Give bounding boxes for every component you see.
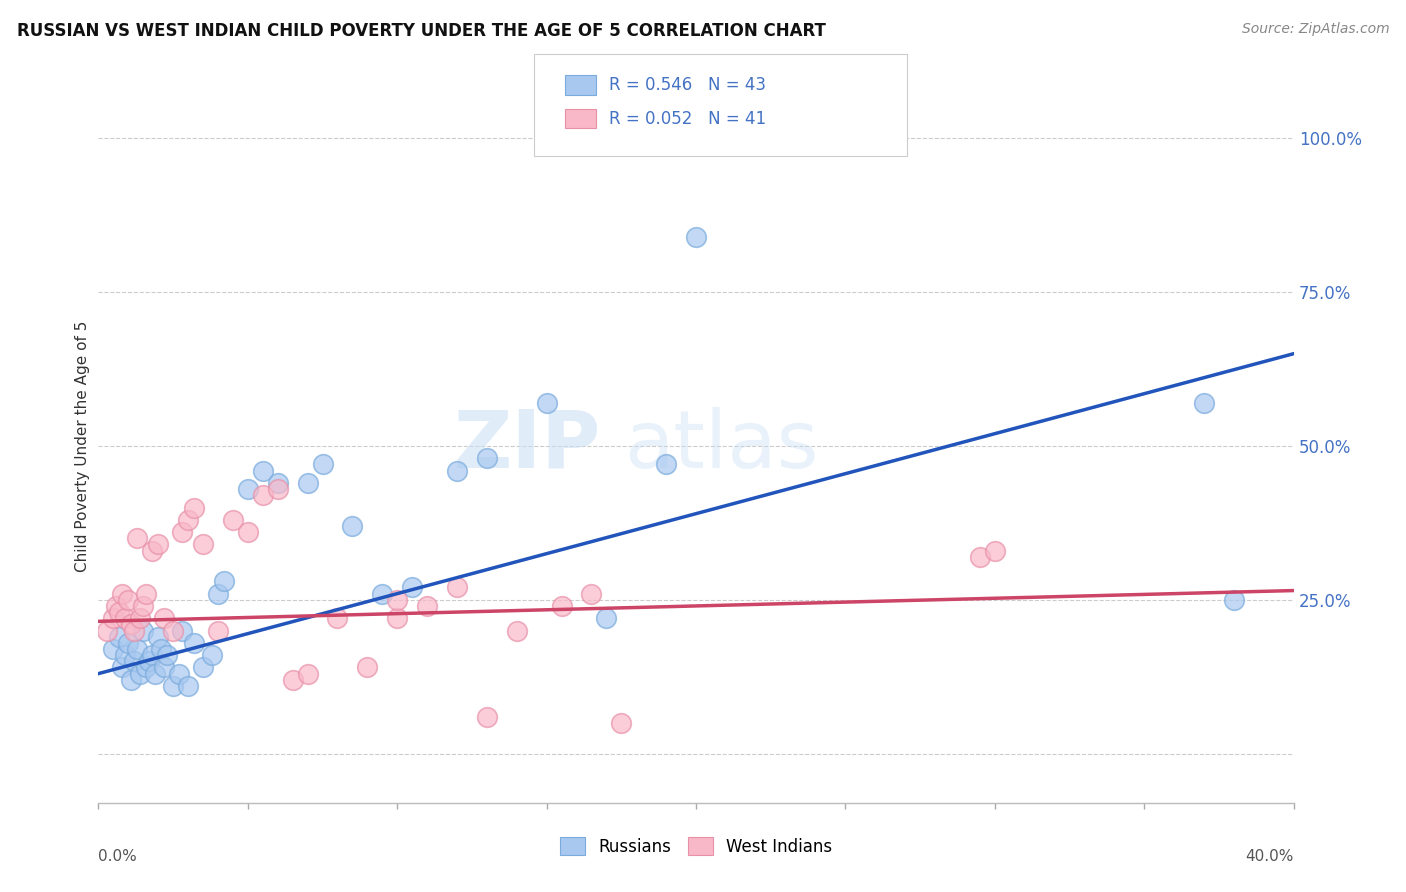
Point: [153, 660, 176, 674]
Point: [475, 709, 498, 723]
Point: [595, 611, 617, 625]
Point: [207, 587, 229, 601]
Point: [581, 587, 603, 601]
Point: [536, 396, 558, 410]
Point: [108, 605, 131, 619]
Point: [172, 624, 194, 638]
Y-axis label: Child Poverty Under the Age of 5: Child Poverty Under the Age of 5: [75, 320, 90, 572]
Point: [177, 513, 200, 527]
Point: [103, 642, 125, 657]
Point: [132, 624, 155, 638]
Point: [143, 666, 166, 681]
Text: R = 0.546   N = 43: R = 0.546 N = 43: [609, 76, 766, 94]
Point: [236, 525, 259, 540]
Point: [281, 673, 304, 687]
Point: [222, 513, 245, 527]
Text: 40.0%: 40.0%: [1246, 849, 1294, 864]
Text: R = 0.052   N = 41: R = 0.052 N = 41: [609, 110, 766, 128]
Point: [191, 537, 214, 551]
Point: [150, 642, 173, 657]
Point: [172, 525, 194, 540]
Legend: Russians, West Indians: Russians, West Indians: [553, 830, 839, 863]
Point: [120, 617, 142, 632]
Point: [96, 624, 118, 638]
Point: [446, 464, 468, 478]
Point: [1192, 396, 1215, 410]
Point: [969, 549, 991, 564]
Point: [207, 624, 229, 638]
Point: [252, 488, 274, 502]
Point: [311, 458, 333, 472]
Point: [984, 543, 1007, 558]
Point: [124, 654, 146, 668]
Point: [148, 630, 170, 644]
Point: [297, 475, 319, 490]
Point: [342, 519, 364, 533]
Point: [267, 475, 290, 490]
Text: 0.0%: 0.0%: [98, 849, 138, 864]
Point: [162, 679, 184, 693]
Point: [117, 592, 139, 607]
Point: [111, 660, 134, 674]
Point: [326, 611, 349, 625]
Point: [156, 648, 179, 662]
Point: [183, 500, 205, 515]
Point: [1223, 592, 1246, 607]
Point: [108, 630, 131, 644]
Point: [610, 715, 633, 730]
Point: [212, 574, 235, 589]
Point: [416, 599, 439, 613]
Text: ZIP: ZIP: [453, 407, 600, 485]
Point: [506, 624, 529, 638]
Text: Source: ZipAtlas.com: Source: ZipAtlas.com: [1241, 22, 1389, 37]
Point: [124, 624, 146, 638]
Point: [267, 482, 290, 496]
Point: [111, 587, 134, 601]
Point: [129, 666, 152, 681]
Point: [114, 648, 136, 662]
Point: [201, 648, 224, 662]
Point: [167, 666, 190, 681]
Point: [127, 642, 149, 657]
Point: [385, 611, 409, 625]
Point: [117, 636, 139, 650]
Point: [550, 599, 572, 613]
Point: [162, 624, 184, 638]
Text: atlas: atlas: [624, 407, 818, 485]
Point: [138, 654, 160, 668]
Point: [297, 666, 319, 681]
Point: [385, 592, 409, 607]
Point: [371, 587, 394, 601]
Point: [446, 581, 468, 595]
Point: [129, 611, 152, 625]
Point: [252, 464, 274, 478]
Point: [401, 581, 423, 595]
Text: RUSSIAN VS WEST INDIAN CHILD POVERTY UNDER THE AGE OF 5 CORRELATION CHART: RUSSIAN VS WEST INDIAN CHILD POVERTY UND…: [17, 22, 825, 40]
Point: [356, 660, 378, 674]
Point: [127, 531, 149, 545]
Point: [114, 611, 136, 625]
Point: [141, 543, 163, 558]
Point: [177, 679, 200, 693]
Point: [120, 673, 142, 687]
Point: [135, 587, 157, 601]
Point: [236, 482, 259, 496]
Point: [191, 660, 214, 674]
Point: [685, 230, 707, 244]
Point: [132, 599, 155, 613]
Point: [103, 611, 125, 625]
Point: [141, 648, 163, 662]
Point: [148, 537, 170, 551]
Point: [153, 611, 176, 625]
Point: [183, 636, 205, 650]
Point: [475, 451, 498, 466]
Point: [655, 458, 678, 472]
Point: [135, 660, 157, 674]
Point: [105, 599, 128, 613]
